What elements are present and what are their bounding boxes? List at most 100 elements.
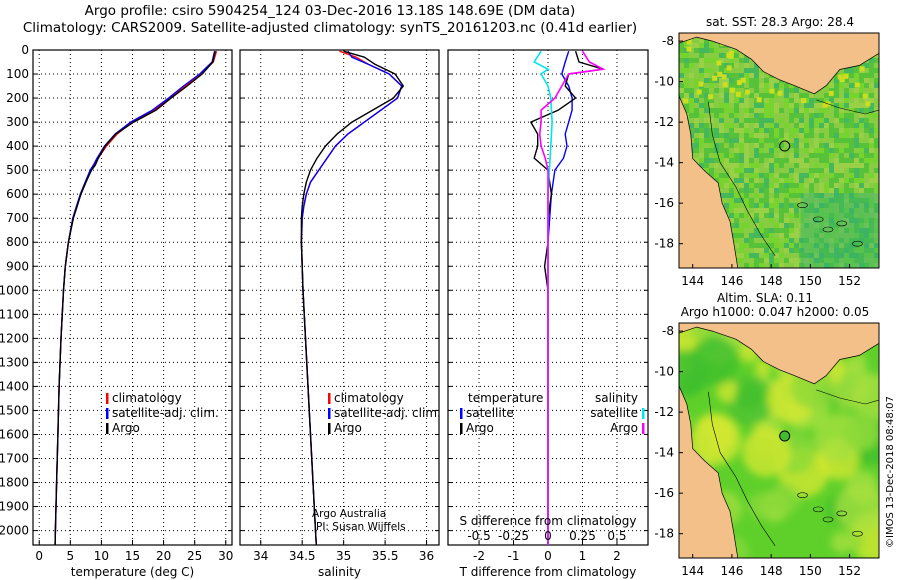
- sst-cell: [874, 188, 879, 193]
- sst-cell: [849, 263, 854, 268]
- sst-cell: [839, 228, 844, 233]
- sst-cell: [754, 123, 759, 128]
- sst-cell: [844, 213, 849, 218]
- sst-cell: [799, 168, 804, 173]
- sst-cell: [694, 53, 699, 58]
- sst-cell: [784, 233, 789, 238]
- sst-cell: [809, 203, 814, 208]
- sst-cell: [859, 258, 864, 263]
- sst-cell: [814, 103, 819, 108]
- sst-cell: [874, 128, 879, 133]
- sst-cell: [739, 168, 744, 173]
- sst-cell: [794, 253, 799, 258]
- sst-cell: [729, 128, 734, 133]
- sst-cell: [844, 198, 849, 203]
- sst-cell: [864, 208, 869, 213]
- sst-cell: [729, 123, 734, 128]
- sst-cell: [804, 133, 809, 138]
- sst-cell: [714, 173, 719, 178]
- sst-cell: [794, 233, 799, 238]
- sst-cell: [764, 228, 769, 233]
- sst-cell: [759, 158, 764, 163]
- sst-cell: [844, 178, 849, 183]
- sst-cell: [789, 128, 794, 133]
- map-frame: [678, 322, 880, 559]
- sst-cell: [694, 103, 699, 108]
- sst-cell: [809, 168, 814, 173]
- sst-cell: [754, 78, 759, 83]
- sst-cell: [704, 108, 709, 113]
- sst-cell: [689, 48, 694, 53]
- sst-cell: [794, 93, 799, 98]
- sst-cell: [819, 93, 824, 98]
- sst-cell: [809, 193, 814, 198]
- x-axis-label: salinity: [318, 565, 361, 579]
- sst-cell: [744, 168, 749, 173]
- sst-cell: [844, 83, 849, 88]
- sst-cell: [774, 108, 779, 113]
- sst-cell: [719, 193, 724, 198]
- sst-cell: [824, 168, 829, 173]
- sst-cell: [829, 148, 834, 153]
- sst-cell: [799, 108, 804, 113]
- sst-cell: [694, 118, 699, 123]
- sst-cell: [874, 98, 879, 103]
- sst-warm-cell: [741, 77, 747, 83]
- sst-cell: [759, 118, 764, 123]
- sst-cell: [694, 153, 699, 158]
- sst-cell: [739, 158, 744, 163]
- sst-cell: [724, 88, 729, 93]
- sst-cell: [784, 203, 789, 208]
- depth-label: 900: [6, 259, 29, 273]
- sst-cell: [784, 258, 789, 263]
- sst-cell: [869, 173, 874, 178]
- sst-cell: [869, 88, 874, 93]
- sst-cell: [789, 88, 794, 93]
- sst-cell: [714, 103, 719, 108]
- sst-cell: [874, 73, 879, 78]
- sst-cell: [699, 68, 704, 73]
- legend-swatch: [328, 393, 331, 404]
- sst-cell: [769, 243, 774, 248]
- sst-cell: [789, 158, 794, 163]
- sst-cell: [829, 233, 834, 238]
- sst-cell: [839, 198, 844, 203]
- sst-cell: [734, 118, 739, 123]
- sst-cell: [864, 123, 869, 128]
- sst-cell: [769, 213, 774, 218]
- map-x-tick-label: 150: [799, 564, 822, 578]
- sst-cell: [849, 233, 854, 238]
- sst-warm-cell: [854, 82, 860, 88]
- sst-cell: [834, 228, 839, 233]
- sst-warm-cell: [683, 98, 689, 104]
- sst-cell: [859, 153, 864, 158]
- sst-cell: [739, 263, 744, 268]
- sst-cell: [824, 253, 829, 258]
- depth-label: 1400: [0, 379, 29, 393]
- map-x-tick-label: 152: [838, 564, 861, 578]
- sst-cell: [709, 108, 714, 113]
- sst-cell: [699, 138, 704, 143]
- sst-cell: [759, 183, 764, 188]
- sst-cell: [764, 98, 769, 103]
- sst-cell: [764, 118, 769, 123]
- sst-cell: [834, 248, 839, 253]
- sst-warm-cell: [865, 101, 871, 107]
- sst-cell: [799, 178, 804, 183]
- sst-cell: [729, 108, 734, 113]
- sst-cell: [829, 183, 834, 188]
- sst-cell: [799, 158, 804, 163]
- sst-cell: [719, 83, 724, 88]
- sst-cell: [819, 263, 824, 268]
- sst-cell: [729, 48, 734, 53]
- sst-cell: [869, 63, 874, 68]
- sst-cell: [824, 128, 829, 133]
- sst-cell: [794, 213, 799, 218]
- sst-cell: [739, 123, 744, 128]
- sst-cell: [839, 103, 844, 108]
- sst-cell: [769, 238, 774, 243]
- sst-cell: [749, 78, 754, 83]
- sst-cell: [754, 223, 759, 228]
- sst-cell: [834, 193, 839, 198]
- sst-cell: [719, 148, 724, 153]
